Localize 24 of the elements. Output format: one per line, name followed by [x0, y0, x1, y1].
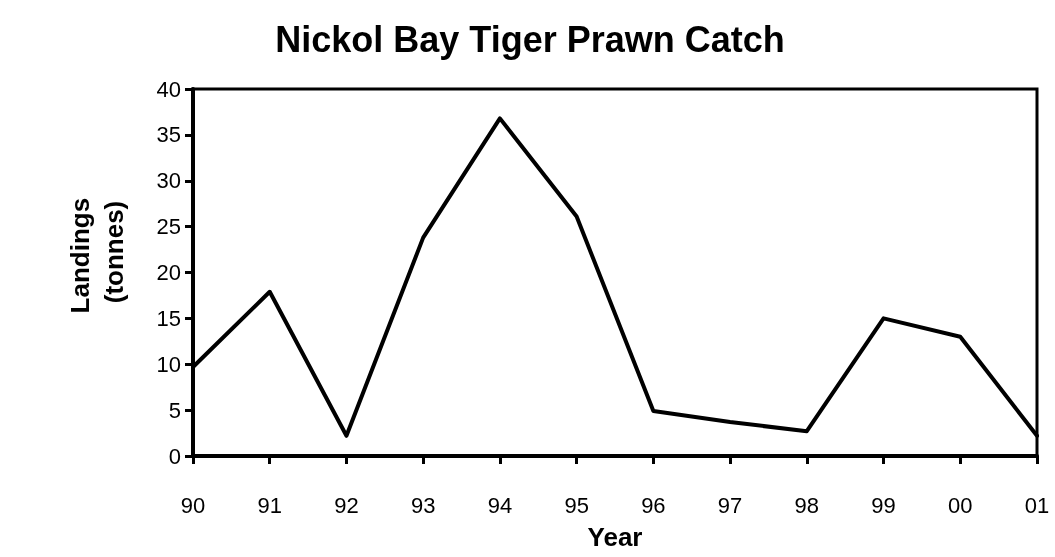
y-tick-label: 20 — [156, 260, 181, 285]
y-tick-label: 25 — [156, 214, 181, 240]
x-tick-label: 92 — [334, 492, 359, 518]
x-axis-title: Year — [587, 522, 643, 552]
x-tick-label: 00 — [948, 492, 973, 518]
x-tick-label: 98 — [794, 492, 820, 518]
x-tick-label: 97 — [717, 492, 743, 518]
x-tick-label: 95 — [564, 492, 589, 518]
y-tick-label: 15 — [156, 305, 181, 331]
x-tick-label: 99 — [871, 492, 896, 518]
x-tick-label: 96 — [641, 492, 666, 518]
x-tick-label: 91 — [257, 492, 282, 518]
y-axis-title: Landings (tonnes) — [65, 190, 129, 314]
x-tick-label: 94 — [487, 492, 513, 518]
chart-title: Nickol Bay Tiger Prawn Catch — [275, 18, 785, 60]
y-tick-label: 35 — [156, 122, 181, 148]
x-tick-label: 93 — [410, 492, 436, 518]
y-tick-label: 10 — [156, 351, 181, 377]
y-tick-label: 40 — [156, 76, 181, 102]
x-tick-label: 90 — [180, 492, 206, 518]
y-tick-label: 30 — [156, 168, 181, 194]
x-tick-label: 01 — [1024, 492, 1050, 518]
y-tick-label: 0 — [168, 443, 181, 469]
y-tick-label: 5 — [168, 397, 181, 423]
